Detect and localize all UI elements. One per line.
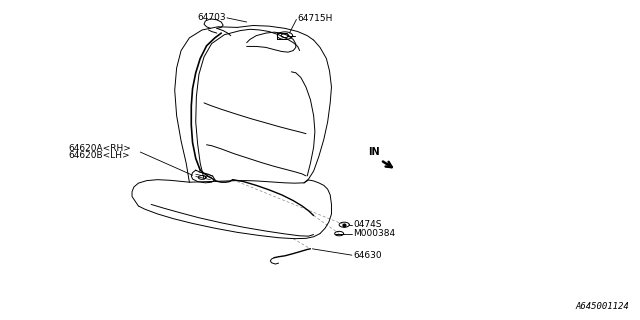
Text: 64703: 64703 bbox=[197, 13, 226, 22]
Text: M000384: M000384 bbox=[353, 229, 396, 238]
Text: A645001124: A645001124 bbox=[575, 302, 629, 311]
Text: 64620B<LH>: 64620B<LH> bbox=[68, 151, 130, 160]
Text: 64620A<RH>: 64620A<RH> bbox=[68, 144, 131, 153]
Text: IN: IN bbox=[369, 148, 380, 157]
Text: 64715H: 64715H bbox=[298, 14, 333, 23]
Text: 64630: 64630 bbox=[353, 251, 382, 260]
Text: 0474S: 0474S bbox=[353, 220, 381, 229]
